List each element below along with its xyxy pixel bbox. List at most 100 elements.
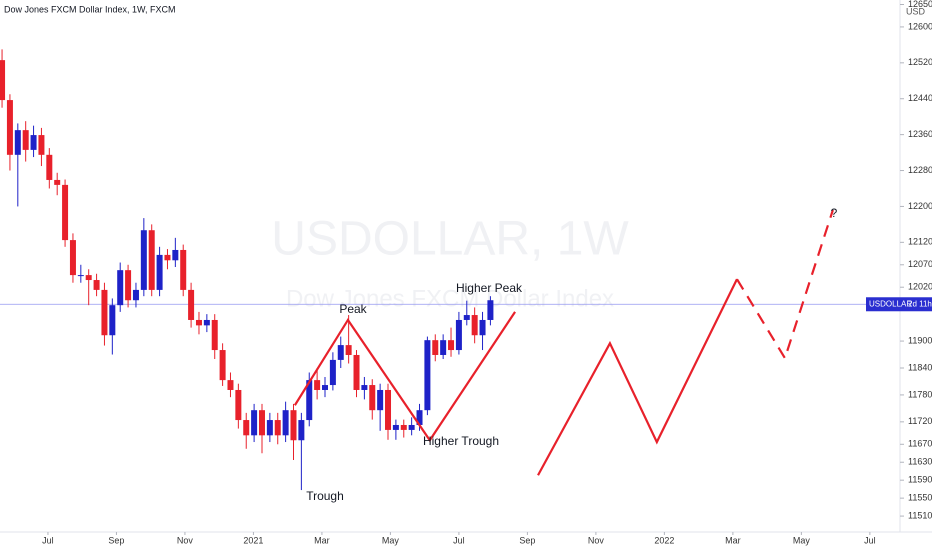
candle-body <box>46 154 53 180</box>
candle-body <box>219 350 226 381</box>
y-tick-label: 11720 <box>908 416 932 426</box>
candle-body <box>227 380 234 390</box>
candle-body <box>93 280 100 290</box>
candle-body <box>38 135 45 155</box>
candle-body <box>361 385 368 390</box>
candle-body <box>408 424 415 430</box>
candle-body <box>85 275 92 281</box>
annotation: Higher Peak <box>456 281 523 295</box>
y-tick-label: 12520 <box>908 57 932 67</box>
y-tick-label: 12070 <box>908 259 932 269</box>
candle-body <box>22 130 29 150</box>
candle-body <box>6 100 13 155</box>
y-tick-label: 11780 <box>908 389 932 399</box>
candle-body <box>54 179 61 185</box>
y-tick-label: 12360 <box>908 129 932 139</box>
y-tick-label: 12440 <box>908 93 932 103</box>
annotation: Trough <box>306 489 344 503</box>
candle-body <box>117 270 124 306</box>
candle-body <box>125 270 132 301</box>
y-tick-label: 12200 <box>908 201 932 211</box>
candle-body <box>101 289 108 336</box>
candle-body <box>195 319 202 326</box>
y-tick-label: 11630 <box>908 457 932 467</box>
y-tick-label: 12020 <box>908 282 932 292</box>
x-tick-label: Mar <box>314 535 330 545</box>
candle-body <box>337 345 344 360</box>
candle-body <box>479 319 486 336</box>
candle-body <box>353 354 360 390</box>
candle-body <box>487 300 494 320</box>
x-tick-label: Jul <box>453 535 465 545</box>
candle-body <box>471 315 478 336</box>
candle-body <box>440 340 447 355</box>
y-tick-label: 12600 <box>908 21 932 31</box>
candle-body <box>0 60 6 101</box>
candle-body <box>180 249 187 290</box>
annotation: ? <box>831 206 838 220</box>
pattern-line <box>293 311 516 443</box>
y-tick-label: 12650 <box>908 0 932 9</box>
y-tick-label: 11900 <box>908 335 932 345</box>
candle-body <box>432 340 439 355</box>
candle-body <box>69 240 76 276</box>
y-tick-label: 11670 <box>908 439 932 449</box>
candle-body <box>455 319 462 351</box>
candle-body <box>188 289 195 320</box>
candle-body <box>345 345 352 355</box>
candle-body <box>62 184 69 241</box>
candle-body <box>148 230 155 290</box>
candle-body <box>392 424 399 430</box>
y-tick-label: 11510 <box>908 510 932 520</box>
candle-body <box>140 230 147 290</box>
candle-body <box>203 319 210 326</box>
x-tick-label: Sep <box>519 535 535 545</box>
price-label-countdown: 2d 11h <box>908 299 932 308</box>
x-tick-label: Mar <box>725 535 741 545</box>
candle-body <box>306 380 313 421</box>
y-tick-label: 12120 <box>908 237 932 247</box>
x-tick-label: Nov <box>588 535 605 545</box>
x-tick-label: Sep <box>108 535 124 545</box>
y-tick-label: 11550 <box>908 493 932 503</box>
annotation: Peak <box>339 302 367 316</box>
candle-body <box>266 420 273 436</box>
candle-body <box>416 410 423 425</box>
candle-body <box>251 410 258 436</box>
annotation: Higher Trough <box>423 434 499 448</box>
watermark-subtitle: Dow Jones FXCM Dollar Index <box>286 285 614 312</box>
candle-body <box>385 389 392 430</box>
x-tick-label: May <box>793 535 811 545</box>
candle-body <box>448 340 455 351</box>
chart-title: Dow Jones FXCM Dollar Index, 1W, FXCM <box>4 4 176 14</box>
y-tick-label: 11840 <box>908 362 932 372</box>
candle-body <box>377 389 384 411</box>
pattern-line <box>736 209 834 361</box>
candle-body <box>235 389 242 421</box>
candle-body <box>30 135 37 150</box>
x-tick-label: May <box>382 535 400 545</box>
x-tick-label: Jul <box>864 535 876 545</box>
candle-body <box>77 275 84 277</box>
candle-body <box>258 410 265 436</box>
candle-body <box>243 420 250 436</box>
x-tick-label: 2022 <box>654 535 674 545</box>
candle-body <box>14 130 21 155</box>
watermark: USDOLLAR, 1W <box>271 213 629 266</box>
candle-body <box>290 410 297 441</box>
candle-body <box>164 254 171 261</box>
candle-body <box>463 315 470 320</box>
candle-body <box>282 410 289 436</box>
candle-body <box>156 254 163 290</box>
x-tick-label: 2021 <box>243 535 263 545</box>
candle-body <box>369 385 376 411</box>
candle-body <box>322 385 328 390</box>
price-label-box <box>866 297 932 312</box>
currency-label: USD <box>906 6 926 16</box>
candle-body <box>314 380 321 390</box>
candle-body <box>424 340 431 411</box>
price-label-symbol: USDOLLAR <box>869 299 912 308</box>
candle-body <box>329 359 336 386</box>
